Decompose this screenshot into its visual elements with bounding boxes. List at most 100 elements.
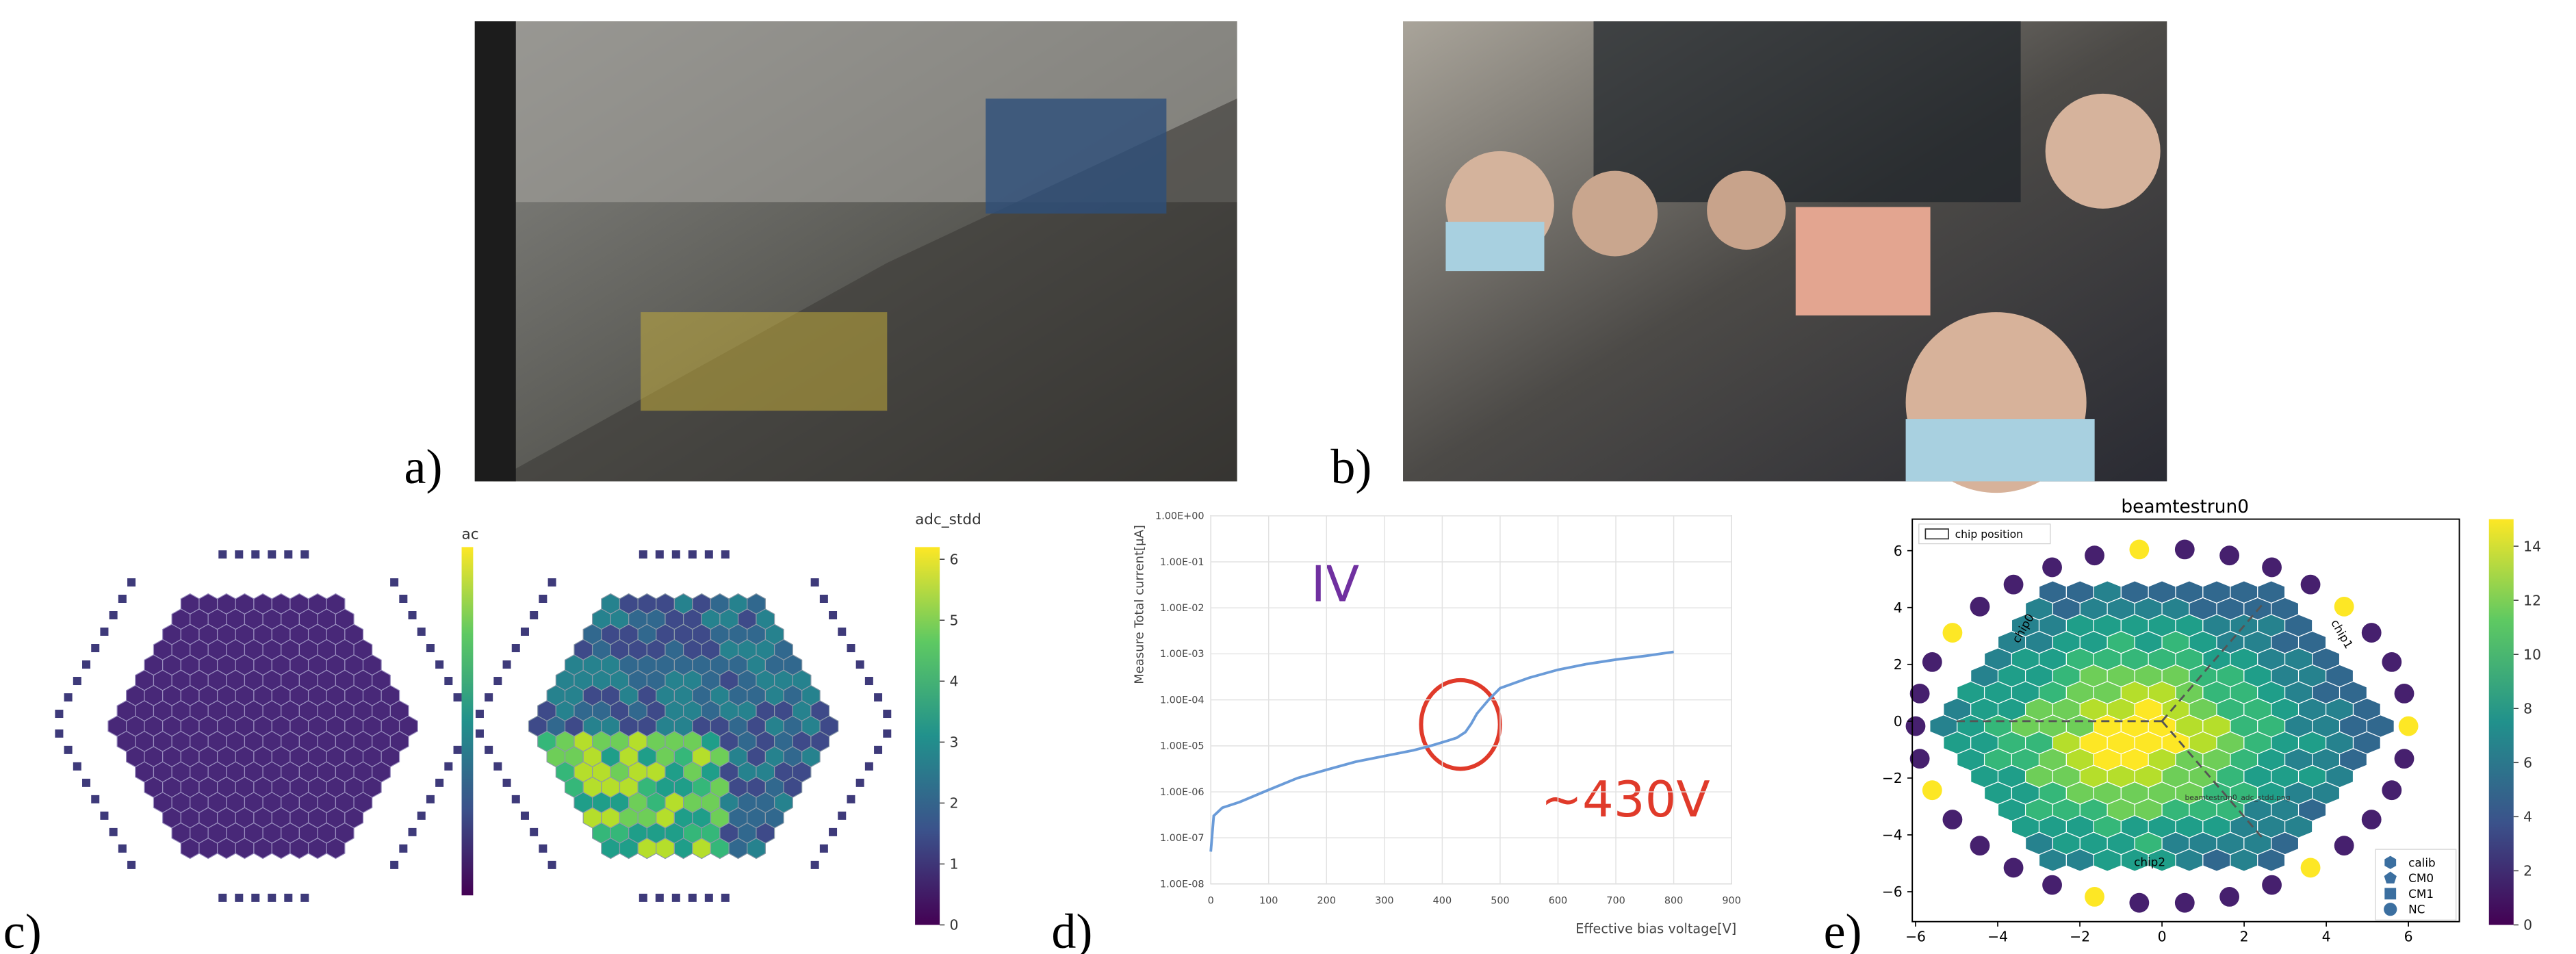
calib-cell: [251, 550, 259, 558]
annotation: IV: [1311, 556, 1360, 613]
calib-cell: [476, 730, 484, 738]
calib-cell: [2262, 875, 2282, 895]
calib-cell: [91, 644, 99, 652]
calib-cell: [64, 693, 73, 701]
colorbar-tick-label: 5: [949, 612, 958, 628]
calib-cell: [444, 762, 452, 771]
calib-cell: [672, 894, 680, 902]
x-tick-label: 500: [1491, 895, 1509, 906]
calib-cell: [435, 779, 443, 787]
calib-cell: [409, 828, 417, 836]
x-tick-label: 400: [1433, 895, 1452, 906]
y-tick-label: 1.00E-03: [1160, 649, 1205, 660]
calib-cell: [2042, 558, 2062, 578]
x-tick-label: 300: [1375, 895, 1393, 906]
calib-cell: [521, 628, 529, 636]
calib-cell: [2085, 545, 2104, 565]
figure: chip0chip1chip2beamtestrun0_adc_stdd.png…: [0, 0, 2576, 954]
calib-cell: [2129, 539, 2149, 559]
inset-label: beamtestrun0_adc_stdd.png: [2185, 793, 2290, 802]
calib-cell: [268, 550, 276, 558]
legend-label: NC: [2408, 903, 2425, 916]
calib-cell: [2334, 836, 2354, 855]
calib-cell: [2362, 623, 2382, 643]
calib-cell: [390, 578, 398, 586]
calib-cell: [390, 861, 398, 869]
calib-cell: [2334, 597, 2354, 617]
calib-cell: [530, 828, 538, 836]
calib-cell: [2301, 575, 2321, 595]
colorbar-label: adc_stdd: [915, 511, 981, 528]
x-tick-label: −4: [1987, 929, 2008, 945]
page: { "panel_labels": ["a)", "b)", "c)", "d)…: [0, 0, 2576, 954]
y-tick-label: 1.00E-04: [1160, 695, 1205, 706]
y-tick-label: 0: [1894, 713, 1903, 730]
calib-cell: [284, 894, 292, 902]
calib-cell: [2382, 780, 2401, 800]
colorbar-tick-label: 14: [2523, 538, 2541, 554]
calib-cell: [883, 730, 891, 738]
calib-cell: [417, 812, 426, 820]
calib-cell: [512, 644, 520, 652]
colorbar-label: ac: [462, 526, 479, 543]
x-tick-label: 800: [1664, 895, 1683, 906]
calib-cell: [55, 730, 63, 738]
calib-cell: [2262, 558, 2282, 578]
calib-cell: [856, 779, 864, 787]
calib-cell: [2399, 717, 2419, 736]
calib-cell: [426, 644, 435, 652]
calib-cell: [883, 710, 891, 718]
calib-cell: [2219, 545, 2239, 565]
calib-cell: [656, 894, 664, 902]
calib-cell: [300, 894, 309, 902]
calib-cell: [2362, 810, 2382, 829]
y-tick-label: 1.00E-07: [1160, 833, 1205, 844]
colorbar-tick-label: 10: [2523, 646, 2541, 662]
y-tick-label: 1.00E-06: [1160, 787, 1205, 798]
calib-cell: [811, 861, 819, 869]
y-tick-label: 1.00E-08: [1160, 879, 1205, 890]
calib-cell: [2395, 749, 2414, 769]
calib-cell: [218, 550, 227, 558]
calib-cell: [820, 845, 828, 853]
panel-label: c): [3, 904, 42, 954]
colorbar-tick-label: 2: [2523, 863, 2532, 879]
y-tick-label: 1.00E+00: [1155, 511, 1205, 522]
calib-cell: [721, 550, 730, 558]
y-tick-label: −4: [1882, 827, 1903, 843]
colorbar-tick-label: 0: [2523, 917, 2532, 933]
calib-cell: [847, 795, 855, 803]
colorbar: [915, 547, 940, 925]
calib-cell: [73, 677, 81, 685]
calib-cell: [118, 595, 127, 603]
colorbar-tick-label: 1: [949, 856, 958, 873]
x-tick-label: 700: [1606, 895, 1625, 906]
calib-cell: [874, 693, 882, 701]
calib-cell: [127, 578, 136, 586]
calib-cell: [856, 660, 864, 669]
calib-cell: [417, 628, 426, 636]
legend: chip position: [1919, 524, 2050, 544]
calib-cell: [688, 894, 697, 902]
calib-cell: [409, 611, 417, 619]
calib-cell: [2382, 652, 2401, 672]
calib-cell: [2085, 887, 2104, 907]
colorbar-tick-label: 2: [949, 795, 958, 812]
calib-cell: [399, 845, 407, 853]
calib-cell: [2129, 893, 2149, 913]
calib-cell: [118, 845, 127, 853]
y-tick-label: −6: [1882, 884, 1903, 900]
colorbar-tick-label: 4: [949, 673, 958, 689]
calib-cell: [847, 644, 855, 652]
y-tick-label: −2: [1882, 770, 1903, 786]
calib-cell: [672, 550, 680, 558]
annotation: ~430V: [1541, 771, 1710, 828]
calib-cell: [268, 894, 276, 902]
calib-cell: [251, 894, 259, 902]
calib-cell: [829, 828, 837, 836]
calib-cell: [127, 861, 136, 869]
calib-cell: [539, 595, 547, 603]
colorbar-tick-label: 12: [2523, 592, 2541, 608]
calib-cell: [64, 746, 73, 754]
